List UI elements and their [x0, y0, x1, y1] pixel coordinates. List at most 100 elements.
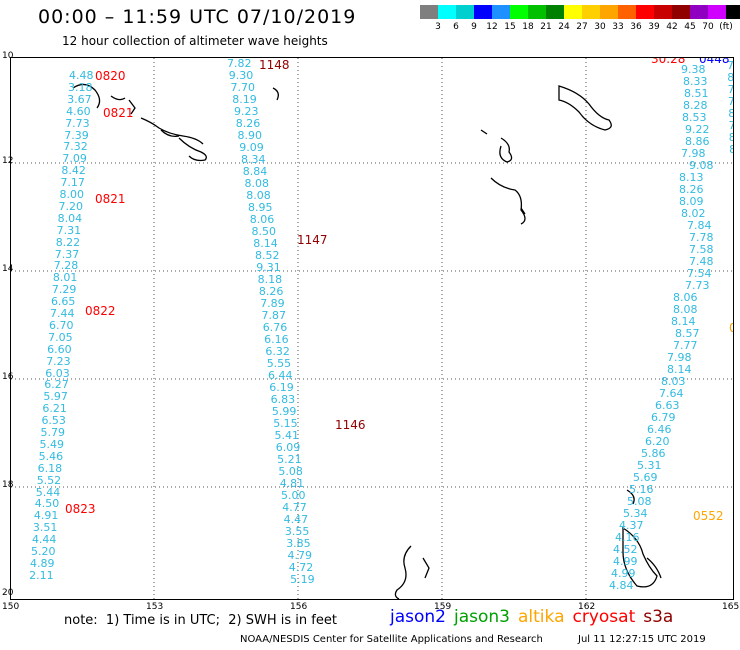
colorbar-swatch — [564, 5, 582, 19]
wave-height-value: 5.15 — [273, 417, 298, 430]
wave-height-value: 4.47 — [283, 513, 309, 526]
colorbar-label: 12 — [486, 22, 498, 32]
wave-height-value: 5.86 — [641, 447, 666, 460]
wave-height-value: 3.18 — [68, 80, 93, 94]
colorbar-swatch — [510, 5, 528, 19]
wave-height-value: 5.21 — [277, 453, 302, 466]
colorbar-swatch — [438, 5, 456, 19]
wave-height-value: 4.99 — [613, 555, 638, 568]
wave-height-value: 6.46 — [647, 423, 672, 436]
wave-height-value: 5.34 — [623, 507, 648, 520]
wave-height-value: 7.44 — [50, 307, 75, 320]
map-graticule-and-coast — [11, 58, 733, 599]
pass-time-label: 0821 — [95, 192, 126, 206]
wave-height-value: 5.69 — [633, 471, 658, 484]
wave-height-value: 4.79 — [287, 549, 313, 562]
wave-height-value: 5.41 — [274, 429, 300, 442]
wave-height-value: 7.81 — [727, 83, 734, 96]
colorbar-swatch — [672, 5, 690, 19]
legend-entry: s3a — [643, 607, 674, 627]
wave-height-value: 7.29 — [51, 283, 77, 297]
pass-time-label: 0821 — [103, 106, 134, 120]
lon-tick-label: 159 — [434, 602, 452, 612]
wave-height-value: 7.31 — [56, 223, 82, 237]
wave-height-value: 7.82 — [227, 57, 252, 70]
legend-entry: altika — [518, 607, 565, 627]
wave-height-value: 7.70 — [230, 81, 256, 94]
wave-height-value: 4.44 — [31, 533, 57, 547]
wave-height-value: 8.57 — [675, 327, 700, 340]
pass-time-label: 0823 — [65, 502, 96, 516]
wave-height-value: 7.09 — [62, 152, 87, 166]
wave-height-value: 7.54 — [687, 267, 712, 280]
wave-height-value: 7.64 — [659, 387, 684, 400]
wave-height-value: 5.16 — [629, 483, 654, 496]
lat-tick-label: 18 — [2, 480, 14, 490]
colorbar-swatch — [582, 5, 600, 19]
colorbar-label: 70 — [702, 22, 714, 32]
wave-height-value: 7.05 — [48, 330, 73, 344]
colorbar-swatch — [708, 5, 726, 19]
wave-height-value: 8.02 — [681, 207, 706, 220]
lat-tick-label: 10 — [2, 51, 14, 61]
wave-height-value: 7.48 — [689, 255, 714, 268]
wave-height-value: 4.89 — [30, 556, 55, 570]
wave-height-value: 7.73 — [65, 116, 90, 130]
lon-tick-label: 153 — [146, 602, 164, 612]
wave-height-value: 8.50 — [251, 225, 277, 238]
wave-height-value: 8.26 — [258, 285, 284, 298]
wave-height-value: 5.31 — [637, 459, 662, 472]
pass-time-label: 0 — [729, 321, 733, 335]
colorbar-swatch — [528, 5, 546, 19]
colorbar-label: 6 — [453, 22, 459, 32]
wave-height-value: 3.85 — [286, 537, 311, 550]
wave-height-value: 5.79 — [40, 426, 66, 439]
wave-height-value: 8.14 — [671, 315, 696, 328]
map-subtitle: 12 hour collection of altimeter wave hei… — [62, 34, 328, 48]
wave-height-value: 6.79 — [651, 411, 676, 424]
wave-height-value: 6.09 — [275, 441, 301, 454]
lat-tick-label: 16 — [2, 372, 14, 382]
wave-height-value: 7.73 — [685, 279, 710, 292]
wave-height-value: 8.34 — [241, 153, 266, 166]
wave-height-value: 8.22 — [729, 144, 733, 156]
wave-height-value: 7.87 — [261, 309, 287, 322]
wave-height-value: 6.19 — [269, 381, 294, 394]
wave-height-value: 4.81 — [279, 477, 305, 490]
pass-time-label: 0820 — [95, 69, 126, 83]
wave-height-value: 3.55 — [284, 525, 310, 538]
lon-tick-label: 165 — [722, 602, 740, 612]
colorbar-swatch — [654, 5, 672, 19]
wave-height-value: 8.13 — [679, 171, 704, 184]
pass-time-label: 0448 — [699, 57, 730, 66]
wave-height-value: 7.84 — [687, 219, 712, 232]
wave-height-value: 5.49 — [39, 437, 65, 451]
colorbar-label: 18 — [522, 22, 534, 32]
colorbar-label: 36 — [630, 22, 642, 32]
lat-tick-label: 12 — [2, 156, 14, 166]
wave-height-value: 9.31 — [256, 261, 281, 274]
wave-height-value: 8.26 — [235, 117, 261, 130]
colorbar-label: 24 — [558, 22, 570, 32]
colorbar-label: 3 — [435, 22, 441, 32]
wave-height-value: 8.08 — [244, 177, 270, 190]
wave-height-value: 8.28 — [683, 99, 708, 112]
wave-height-value: 5.55 — [266, 357, 292, 370]
legend-entry: jason3 — [454, 607, 510, 627]
wave-height-value: 8.53 — [682, 111, 707, 124]
altimeter-map: 4.48 3.18 3.67 4.60 7.73 7.39 7.32 7.09 8.42 7.17… — [10, 57, 734, 600]
map-title: 00:00 – 11:59 UTC 07/10/2019 — [38, 6, 357, 28]
wave-height-value: 8.00 — [59, 188, 85, 201]
wave-height-value: 5.00 — [281, 489, 306, 502]
wave-height-value: 5.08 — [627, 495, 652, 508]
colorbar-swatch — [618, 5, 636, 19]
lon-tick-label: 150 — [2, 602, 20, 612]
legend-entry: jason2 — [390, 607, 446, 627]
lat-tick-label: 20 — [2, 588, 14, 598]
wave-height-value: 4.72 — [288, 561, 314, 574]
colorbar-swatch — [420, 5, 438, 19]
wave-height-value: 7.98 — [681, 147, 706, 160]
lon-tick-label: 162 — [578, 602, 596, 612]
wave-height-value: 5.19 — [290, 573, 315, 586]
colorbar-label: 45 — [684, 22, 696, 32]
